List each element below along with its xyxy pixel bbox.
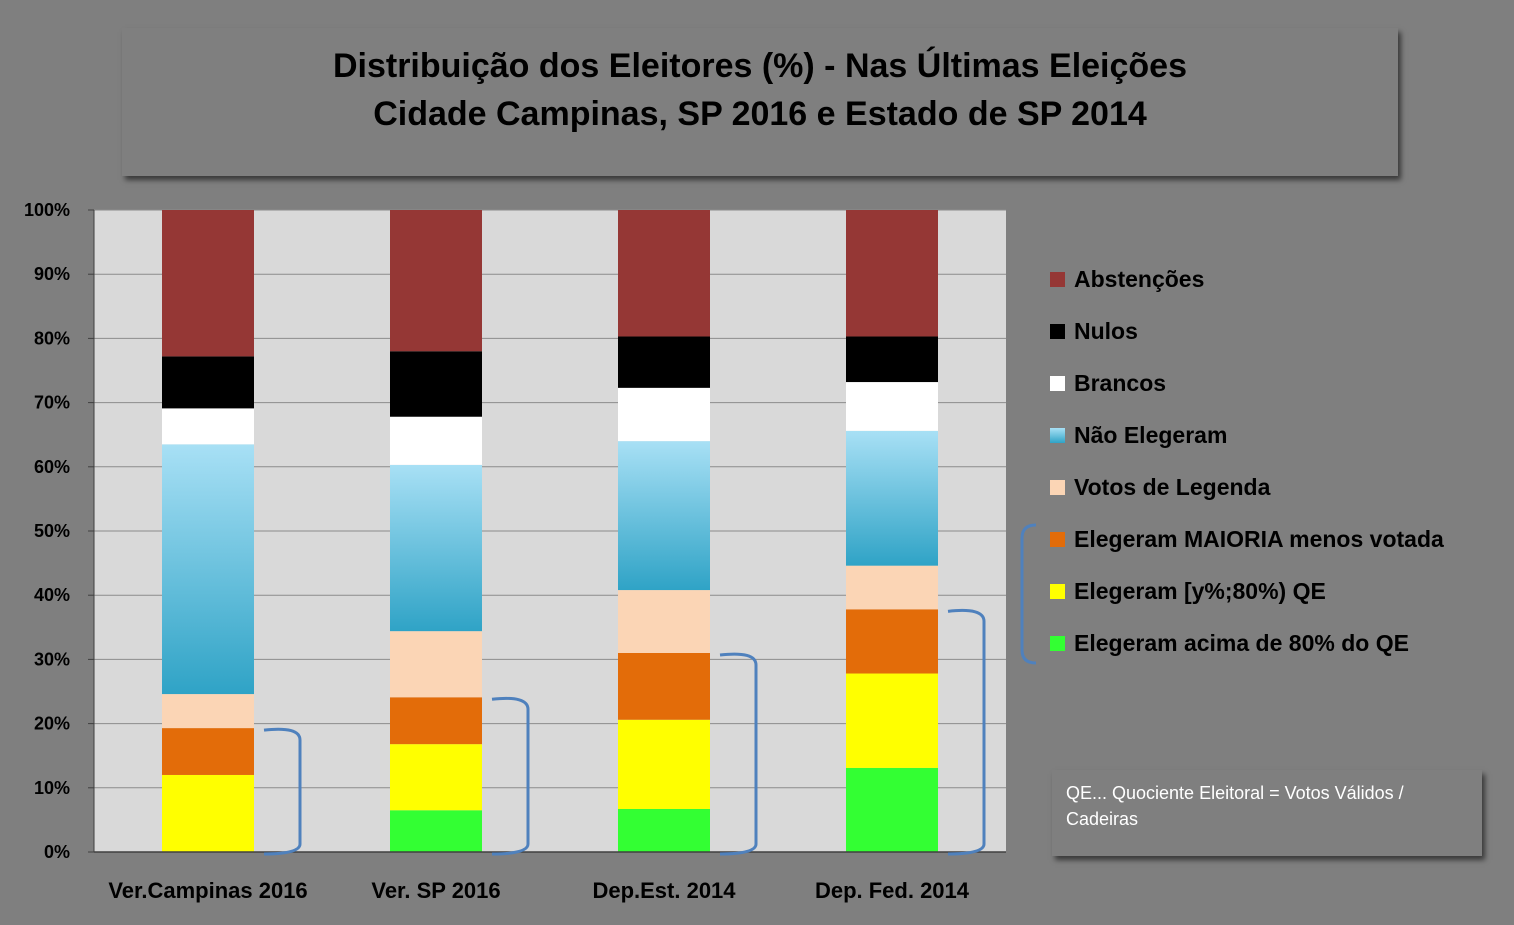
x-category-label: Ver. SP 2016 — [371, 878, 500, 903]
legend-bracket — [1020, 523, 1037, 665]
legend-swatch — [1050, 636, 1065, 651]
legend-label: Elegeram [y%;80%) QE — [1074, 578, 1326, 604]
elected-bracket — [719, 652, 758, 856]
legend-label: Votos de Legenda — [1074, 474, 1271, 500]
x-category-label: Ver.Campinas 2016 — [108, 878, 307, 903]
bar-segment — [618, 719, 710, 809]
y-tick-label: 20% — [34, 714, 70, 734]
bar-segment — [162, 210, 254, 357]
bar-segment — [618, 652, 710, 720]
bar-segment — [618, 387, 710, 442]
elected-bracket — [947, 608, 986, 856]
note-text: QE... Quociente Eleitoral = Votos Válido… — [1066, 783, 1404, 829]
y-tick-label: 10% — [34, 778, 70, 798]
bars — [162, 210, 938, 852]
y-tick-label: 30% — [34, 649, 70, 669]
legend-label: Abstenções — [1074, 266, 1205, 292]
chart-title-line-2: Cidade Campinas, SP 2016 e Estado de SP … — [373, 95, 1147, 133]
bar-segment — [390, 416, 482, 465]
legend-swatch — [1050, 324, 1065, 339]
legend-swatch — [1050, 428, 1065, 443]
bar-segment — [162, 444, 254, 695]
bar-segment — [846, 382, 938, 431]
bar-segment — [162, 356, 254, 409]
bar-segment — [846, 609, 938, 674]
bar-segment — [846, 767, 938, 852]
axes: 0% 10% 20% 30% 40% 50% 60% 70% 80% 90% 100% Ver.Cam… — [24, 200, 1006, 903]
legend-swatch — [1050, 480, 1065, 495]
y-tick-label: 0% — [44, 842, 70, 862]
legend-label: Elegeram MAIORIA menos votada — [1074, 526, 1444, 552]
legend-label: Não Elegeram — [1074, 422, 1228, 448]
legend-swatch — [1050, 532, 1065, 547]
chart-title-box: Distribuição dos Eleitores (%) - Nas Últ… — [122, 28, 1398, 176]
y-tick-label: 80% — [34, 328, 70, 348]
bar-segment — [162, 774, 254, 852]
bar-segment — [390, 210, 482, 352]
bar-segment — [162, 728, 254, 775]
legend-label: Nulos — [1074, 318, 1138, 344]
y-tick-label: 50% — [34, 521, 70, 541]
y-tick-label: 90% — [34, 264, 70, 284]
bar-segment — [390, 464, 482, 632]
bar-segment — [846, 673, 938, 768]
legend-swatch — [1050, 584, 1065, 599]
bar-segment — [618, 590, 710, 653]
legend-swatch — [1050, 376, 1065, 391]
note-box: QE... Quociente Eleitoral = Votos Válido… — [1052, 770, 1482, 856]
bar-segment — [390, 631, 482, 698]
y-tick-label: 70% — [34, 393, 70, 413]
y-tick-label: 60% — [34, 457, 70, 477]
x-category-label: Dep.Est. 2014 — [592, 878, 736, 903]
legend-label: Brancos — [1074, 370, 1167, 396]
bar-segment — [846, 210, 938, 337]
brackets — [263, 523, 1037, 856]
elected-bracket — [263, 727, 302, 856]
bar-segment — [618, 210, 710, 337]
bar-segment — [390, 744, 482, 811]
bar-segment — [162, 694, 254, 729]
bar-segment — [846, 565, 938, 610]
y-tick-label: 40% — [34, 585, 70, 605]
legend-swatch — [1050, 272, 1065, 287]
elected-bracket — [491, 696, 530, 856]
bar-segment — [846, 430, 938, 566]
bar-segment — [618, 336, 710, 388]
bar-segment — [846, 336, 938, 383]
bar-segment — [390, 810, 482, 852]
legend-label: Elegeram acima de 80% do QE — [1074, 630, 1409, 656]
bar-segment — [618, 808, 710, 852]
y-tick-label: 100% — [24, 200, 70, 220]
x-category-label: Dep. Fed. 2014 — [815, 878, 970, 903]
bar-segment — [390, 351, 482, 417]
bar-segment — [618, 441, 710, 591]
chart-title-line-1: Distribuição dos Eleitores (%) - Nas Últ… — [332, 47, 1188, 85]
bar-segment — [162, 408, 254, 445]
bar-segment — [390, 697, 482, 745]
